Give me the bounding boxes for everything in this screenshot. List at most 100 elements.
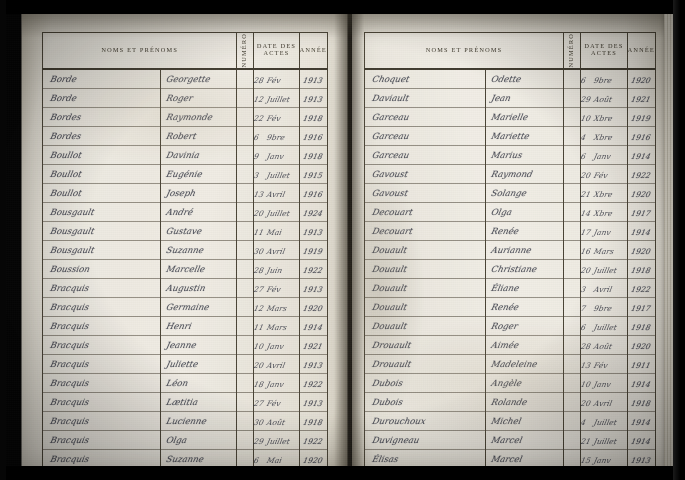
cell-number — [563, 68, 582, 89]
cell-surname: Boullot — [41, 144, 162, 165]
table-row[interactable]: Bracquis Léon 18Janv 1922 — [41, 372, 329, 393]
cell-number — [563, 391, 582, 412]
cell-number — [236, 182, 255, 203]
table-row[interactable]: Douault Christiane 20Juillet 1918 — [363, 258, 657, 279]
table-row[interactable]: Decouart Olga 14Xbre 1917 — [363, 201, 657, 222]
table-row[interactable]: Bracquis Augustin 27Fév 1913 — [41, 277, 329, 298]
cell-given-name: Renée — [485, 220, 565, 241]
cell-surname: Bracquis — [41, 429, 162, 450]
cell-date: 7 9bre — [580, 296, 628, 317]
table-row[interactable]: Borde Georgette 28Fév 1913 — [41, 68, 329, 89]
table-row[interactable]: Douault Aurianne 16Mars 1920 — [363, 239, 657, 260]
table-row[interactable]: Bracquis Juliette 20Avril 1913 — [41, 353, 329, 374]
table-row[interactable]: Boullot Joseph 13Avril 1916 — [41, 182, 329, 203]
cell-surname: Bousgault — [41, 201, 162, 222]
cell-number — [563, 125, 582, 146]
cell-given-name: Jeanne — [160, 334, 238, 355]
table-row[interactable]: Douault Renée 7 9bre 1917 — [363, 296, 657, 317]
cell-year: 1914 — [626, 372, 657, 393]
cell-given-name: Madeleine — [485, 353, 565, 374]
table-row[interactable]: Drouault Madeleine 13Fév 1911 — [363, 353, 657, 374]
table-row[interactable]: Garceau Mariette 4 Xbre 1916 — [363, 125, 657, 146]
cell-year: 1911 — [626, 353, 657, 374]
cell-year: 1920 — [626, 239, 657, 260]
table-row[interactable]: Bordes Robert 6 9bre 1916 — [41, 125, 329, 146]
cell-year: 1922 — [626, 163, 657, 184]
cell-surname: Boullot — [41, 163, 162, 184]
cell-year: 1913 — [298, 391, 329, 412]
cell-number — [563, 163, 582, 184]
cell-surname: Garceau — [363, 106, 487, 127]
cell-number — [563, 429, 582, 450]
table-row[interactable]: Decouart Renée 17Janv 1914 — [363, 220, 657, 241]
cell-given-name: Raymond — [485, 163, 565, 184]
cell-date: 28Août — [580, 334, 628, 355]
table-row[interactable]: Boullot Davinia 9 Janv 1918 — [41, 144, 329, 165]
cell-given-name: Lætitia — [160, 391, 238, 412]
cell-given-name: Augustin — [160, 277, 238, 298]
cell-surname: Daviault — [363, 87, 487, 108]
table-row[interactable]: Drouault Aimée 28Août 1920 — [363, 334, 657, 355]
cell-date: 10Xbre — [580, 106, 628, 127]
cell-surname: Garceau — [363, 144, 487, 165]
table-row[interactable]: Douault Éliane 3 Avril 1922 — [363, 277, 657, 298]
table-row[interactable]: Boussion Marcelle 28Juin 1922 — [41, 258, 329, 279]
cell-date: 27Fév — [253, 391, 300, 412]
left-page-table-wrap: NOMS ET PRÉNOMS NUMÉRO DATE DES ACTES AN… — [41, 32, 329, 480]
cell-date: 4 Juillet — [580, 410, 628, 431]
scan-border-top — [0, 0, 685, 14]
cell-date: 18Janv — [253, 372, 300, 393]
cell-year: 1920 — [626, 334, 657, 355]
cell-number — [563, 239, 582, 260]
cell-year: 1917 — [626, 296, 657, 317]
scan-border-left — [0, 0, 6, 480]
cell-given-name: Olga — [160, 429, 238, 450]
cell-year: 1918 — [626, 391, 657, 412]
table-row[interactable]: Bousgault Suzanne 30Avril 1919 — [41, 239, 329, 260]
table-row[interactable]: Bracquis Suzanne 6 Mai 1920 — [41, 448, 329, 469]
cell-given-name: Davinia — [160, 144, 238, 165]
cell-given-name: Roger — [485, 315, 565, 336]
cell-year: 1917 — [626, 201, 657, 222]
cell-date: 20Fév — [580, 163, 628, 184]
cell-number — [563, 372, 582, 393]
cell-surname: Douault — [363, 296, 487, 317]
cell-number — [563, 353, 582, 374]
table-row[interactable]: Boullot Eugénie 3 Juillet 1915 — [41, 163, 329, 184]
table-row[interactable]: Bracquis Jeanne 10Janv 1921 — [41, 334, 329, 355]
column-header-names: NOMS ET PRÉNOMS — [363, 32, 565, 70]
cell-number — [563, 201, 582, 222]
cell-surname: Douault — [363, 258, 487, 279]
table-row[interactable]: Bracquis Henri 11Mars 1914 — [41, 315, 329, 336]
cell-given-name: Marcelle — [160, 258, 238, 279]
table-row[interactable]: Bousgault Gustave 11Mai 1913 — [41, 220, 329, 241]
table-row[interactable]: Borde Roger 12Juillet 1913 — [41, 87, 329, 108]
table-row[interactable]: Garceau Marius 6 Janv 1914 — [363, 144, 657, 165]
cell-date: 21Juillet — [580, 429, 628, 450]
table-row[interactable]: Daviault Jean 29Août 1921 — [363, 87, 657, 108]
table-row[interactable]: Bracquis Germaine 12Mars 1920 — [41, 296, 329, 317]
cell-surname: Bousgault — [41, 220, 162, 241]
cell-surname: Bordes — [41, 106, 162, 127]
table-row[interactable]: Gavoust Raymond 20Fév 1922 — [363, 163, 657, 184]
cell-given-name: Olga — [485, 201, 565, 222]
table-row[interactable]: Duvigneau Marcel 21Juillet 1914 — [363, 429, 657, 450]
cell-given-name: Marielle — [485, 106, 565, 127]
table-row[interactable]: Dubois Angèle 10Janv 1914 — [363, 372, 657, 393]
table-row[interactable]: Bordes Raymonde 22Fév 1918 — [41, 106, 329, 127]
table-row[interactable]: Dubois Rolande 20Avril 1918 — [363, 391, 657, 412]
cell-given-name: Joseph — [160, 182, 238, 203]
table-row[interactable]: Garceau Marielle 10Xbre 1919 — [363, 106, 657, 127]
table-row[interactable]: Bracquis Olga 29Juillet 1922 — [41, 429, 329, 450]
table-row[interactable]: Gavoust Solange 21Xbre 1920 — [363, 182, 657, 203]
table-row[interactable]: Douault Roger 6 Juillet 1918 — [363, 315, 657, 336]
cell-surname: Borde — [41, 87, 162, 108]
table-row[interactable]: Durouchoux Michel 4 Juillet 1914 — [363, 410, 657, 431]
cell-given-name: Renée — [485, 296, 565, 317]
cell-given-name: Robert — [160, 125, 238, 146]
table-row[interactable]: Bousgault André 20Juillet 1924 — [41, 201, 329, 222]
table-row[interactable]: Élisas Marcel 15Janv 1913 — [363, 448, 657, 469]
table-row[interactable]: Bracquis Lætitia 27Fév 1913 — [41, 391, 329, 412]
table-row[interactable]: Choquet Odette 6 9bre 1920 — [363, 68, 657, 89]
table-row[interactable]: Bracquis Lucienne 30Août 1918 — [41, 410, 329, 431]
